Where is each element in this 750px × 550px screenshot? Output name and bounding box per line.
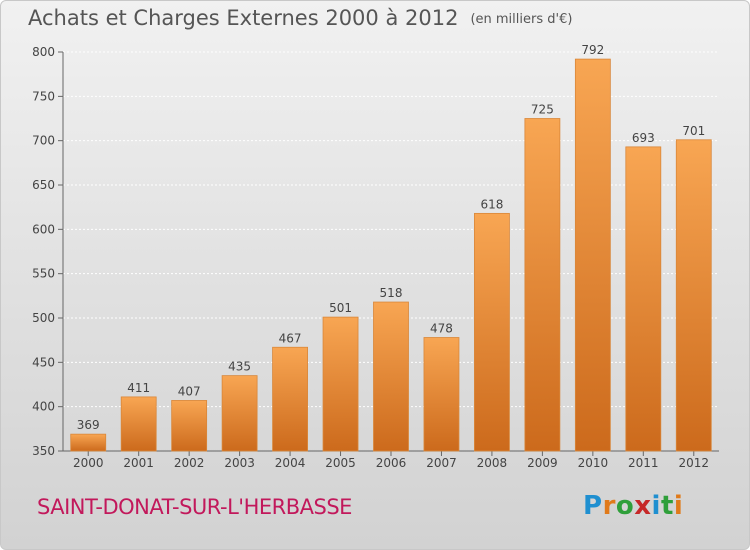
logo-letter: i [673, 491, 684, 521]
bar [70, 433, 107, 452]
x-tick-label: 2006 [376, 456, 407, 470]
data-label: 478 [430, 322, 453, 336]
data-label: 501 [329, 301, 352, 315]
y-tick-label: 400 [32, 400, 55, 414]
bar [675, 139, 712, 452]
x-tick-label: 2002 [174, 456, 205, 470]
x-tick-label: 2008 [477, 456, 508, 470]
bars [70, 58, 712, 452]
x-tick-label: 2000 [73, 456, 104, 470]
bar [423, 337, 460, 452]
data-label: 369 [77, 418, 100, 432]
data-label: 435 [228, 360, 251, 374]
place-name: SAINT-DONAT-SUR-L'HERBASSE [37, 495, 352, 519]
data-label: 693 [632, 131, 655, 145]
x-tick-label: 2001 [123, 456, 154, 470]
logo-letter: i [651, 491, 661, 521]
data-label: 467 [279, 331, 302, 345]
bar [373, 301, 409, 452]
x-tick-label: 2010 [578, 456, 609, 470]
y-tick-labels: 350 400 450 500 550 600 650 700 750 800 [32, 45, 55, 458]
bar [120, 396, 157, 452]
bar [574, 58, 611, 452]
chart-title-main: Achats et Charges Externes 2000 à 2012 [28, 6, 459, 30]
proxiti-logo: Proxiti [583, 491, 683, 521]
bar [221, 375, 258, 452]
x-tick-label: 2003 [224, 456, 255, 470]
x-tick-labels: 2000 2001 2002 2003 2004 2005 2006 2007 2008 2009… [73, 456, 709, 470]
data-label: 701 [682, 124, 705, 138]
y-tick-label: 350 [32, 444, 55, 458]
logo-letter: P [583, 491, 603, 521]
x-tick-label: 2004 [275, 456, 306, 470]
data-label: 725 [531, 103, 554, 117]
y-tick-label: 600 [32, 222, 55, 236]
data-label: 618 [480, 197, 503, 211]
chart-title: Achats et Charges Externes 2000 à 2012 (e… [1, 6, 572, 30]
y-tick-label: 650 [32, 178, 55, 192]
chart-title-unit: (en milliers d'€) [470, 12, 573, 27]
y-tick-label: 800 [32, 45, 55, 59]
bar [474, 212, 510, 452]
data-label: 518 [380, 286, 403, 300]
x-tick-label: 2005 [325, 456, 356, 470]
bar [625, 146, 662, 452]
data-labels: 369 411 407 435 467 501 518 478 618 725 792 693 701 [77, 43, 705, 432]
x-tick-label: 2007 [426, 456, 457, 470]
bar [322, 316, 359, 452]
logo-letter: r [602, 491, 616, 521]
y-tick-label: 500 [32, 311, 55, 325]
x-tick-label: 2012 [678, 456, 709, 470]
bar [272, 346, 308, 452]
x-tick-label: 2009 [527, 456, 558, 470]
y-tick-label: 450 [32, 355, 55, 369]
logo-letter: t [660, 491, 674, 521]
data-label: 411 [127, 381, 150, 395]
x-tick-label: 2011 [628, 456, 659, 470]
y-tick-label: 550 [32, 267, 55, 281]
bar [524, 118, 561, 452]
logo-letter: o [615, 491, 635, 521]
data-label: 792 [581, 43, 604, 57]
y-tick-label: 700 [32, 134, 55, 148]
logo-letter: x [634, 491, 652, 521]
y-tick-label: 750 [32, 89, 55, 103]
bar [171, 400, 208, 452]
data-label: 407 [178, 384, 201, 398]
